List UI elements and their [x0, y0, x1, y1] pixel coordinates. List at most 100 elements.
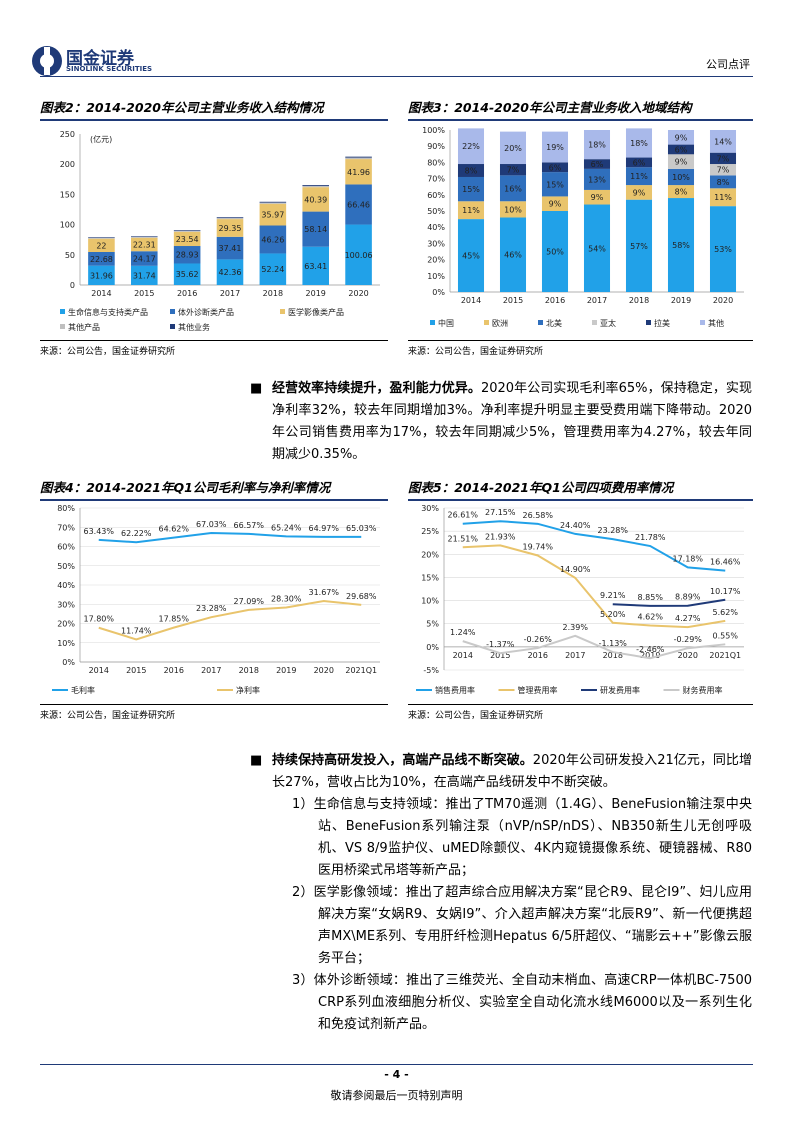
- y-tick-label: -5%: [423, 666, 439, 675]
- y-tick-label: 50%: [57, 562, 75, 571]
- data-label: 1.24%: [450, 628, 476, 637]
- y-tick-label: 150: [60, 190, 75, 199]
- data-label: 16.46%: [710, 558, 741, 567]
- bar-segment: [131, 237, 158, 252]
- y-tick-label: 30%: [427, 239, 445, 248]
- bar-segment: [131, 236, 158, 238]
- legend-swatch: [60, 309, 65, 314]
- data-label: 7%: [507, 166, 520, 175]
- data-label: -1.13%: [599, 639, 628, 648]
- legend-swatch: [170, 324, 175, 329]
- bar-segment: [302, 185, 329, 188]
- bar-segment: [173, 230, 201, 232]
- x-tick-label: 2020: [348, 289, 368, 298]
- bar-segment: [499, 217, 527, 292]
- line: [462, 634, 726, 660]
- bar-segment: [345, 157, 372, 160]
- data-label: 24.40%: [560, 521, 591, 530]
- y-tick-label: 10%: [427, 272, 445, 281]
- data-label: 17.80%: [83, 615, 114, 624]
- data-label: 9%: [591, 193, 604, 202]
- bar-segment: [259, 225, 287, 254]
- data-label: 11.74%: [121, 626, 152, 635]
- bar-segment: [216, 217, 244, 219]
- data-label: 4.27%: [675, 614, 701, 623]
- legend-swatch: [538, 320, 543, 325]
- data-label: 26.61%: [447, 511, 478, 520]
- bar-segment: [88, 265, 115, 285]
- legend-label: 欧洲: [492, 318, 508, 328]
- data-label: 58.14: [304, 225, 327, 234]
- bar-segment: [88, 237, 115, 239]
- footer-rule: [40, 1064, 753, 1065]
- data-label: 7%: [717, 154, 730, 163]
- doc-type: 公司点评: [706, 58, 750, 71]
- data-label: 21.78%: [635, 533, 666, 542]
- bar-segment: [541, 131, 569, 163]
- data-label: 58%: [672, 241, 690, 250]
- bar-segment: [709, 130, 737, 153]
- bar-segment: [345, 156, 372, 158]
- bar-segment: [667, 144, 695, 155]
- data-label: 22.31: [133, 240, 156, 249]
- y-tick-label: 90%: [427, 142, 445, 151]
- legend-label: 北美: [546, 318, 562, 328]
- data-label: 0.55%: [713, 631, 739, 640]
- data-label: 22.68: [90, 255, 113, 264]
- chart: 0 50 100 150 200 250 (亿元) 2014 2015 2016 2017 2018 2…: [60, 130, 380, 332]
- y-tick-label: 40%: [57, 581, 75, 590]
- bar-segment: [583, 130, 611, 160]
- x-tick-label: 2020: [314, 666, 334, 675]
- source: 来源：公司公告，国金证券研究所: [408, 704, 753, 721]
- data-label: 11%: [630, 172, 648, 181]
- bar-segment: [216, 236, 244, 260]
- y-tick-label: 0%: [62, 658, 75, 667]
- chart-title: 图表3：2014-2020年公司主营业务收入地域结构: [408, 97, 753, 121]
- bar-segment: [457, 164, 485, 177]
- bar-segment: [457, 219, 485, 292]
- legend-swatch: [592, 320, 597, 325]
- data-label: 53%: [714, 245, 732, 254]
- data-label: 23.54: [176, 235, 199, 244]
- data-label: 10%: [672, 173, 690, 182]
- bar-segment: [667, 185, 695, 199]
- legend-swatch: [280, 309, 285, 314]
- y-tick-label: 80%: [57, 504, 75, 513]
- data-label: 11%: [462, 206, 480, 215]
- legend-label: 其他产品: [68, 322, 100, 332]
- bar-segment: [457, 201, 485, 220]
- legend-label: 拉美: [654, 318, 670, 328]
- x-tick-label: 2015: [126, 666, 146, 675]
- data-label: 31.96: [90, 271, 113, 280]
- x-tick-label: 2015: [134, 289, 154, 298]
- bar-segment: [216, 218, 244, 220]
- y-tick-label: 250: [60, 130, 75, 139]
- disclaimer: 敬请参阅最后一页特别声明: [330, 1089, 463, 1102]
- bar-segment: [667, 198, 695, 292]
- bar-segment: [625, 185, 653, 200]
- data-label: 16%: [504, 184, 522, 193]
- bar-segment: [259, 253, 287, 285]
- para-lead: 经营效率持续提升，盈利能力优异。: [272, 381, 481, 396]
- y-tick-label: 20%: [427, 256, 445, 265]
- data-label: 19%: [546, 143, 564, 152]
- bar-segment: [709, 188, 737, 207]
- data-label: 21.51%: [447, 534, 478, 543]
- x-tick-label: 2020: [678, 651, 698, 660]
- x-tick-label: 2018: [263, 289, 283, 298]
- legend-label: 毛利率: [71, 685, 95, 695]
- data-label: 31.74: [133, 271, 156, 280]
- y-axis-label: (亿元): [90, 134, 112, 144]
- data-label: -1.37%: [486, 640, 515, 649]
- bar-segment: [302, 185, 329, 186]
- data-label: 2.39%: [563, 623, 589, 632]
- data-label: 28.30%: [271, 595, 302, 604]
- x-tick-label: 2014: [453, 651, 473, 660]
- para-text: 2020年公司实现毛利率65%，保持稳定，实现净利率32%，较去年同期增加3%。…: [272, 381, 752, 462]
- bar-segment: [88, 238, 115, 252]
- data-label: 66.57%: [233, 521, 264, 530]
- source: 来源：公司公告，国金证券研究所: [40, 704, 388, 721]
- data-label: 5.62%: [713, 608, 739, 617]
- bar-segment: [625, 128, 653, 158]
- legend-label: 研发费用率: [600, 685, 640, 695]
